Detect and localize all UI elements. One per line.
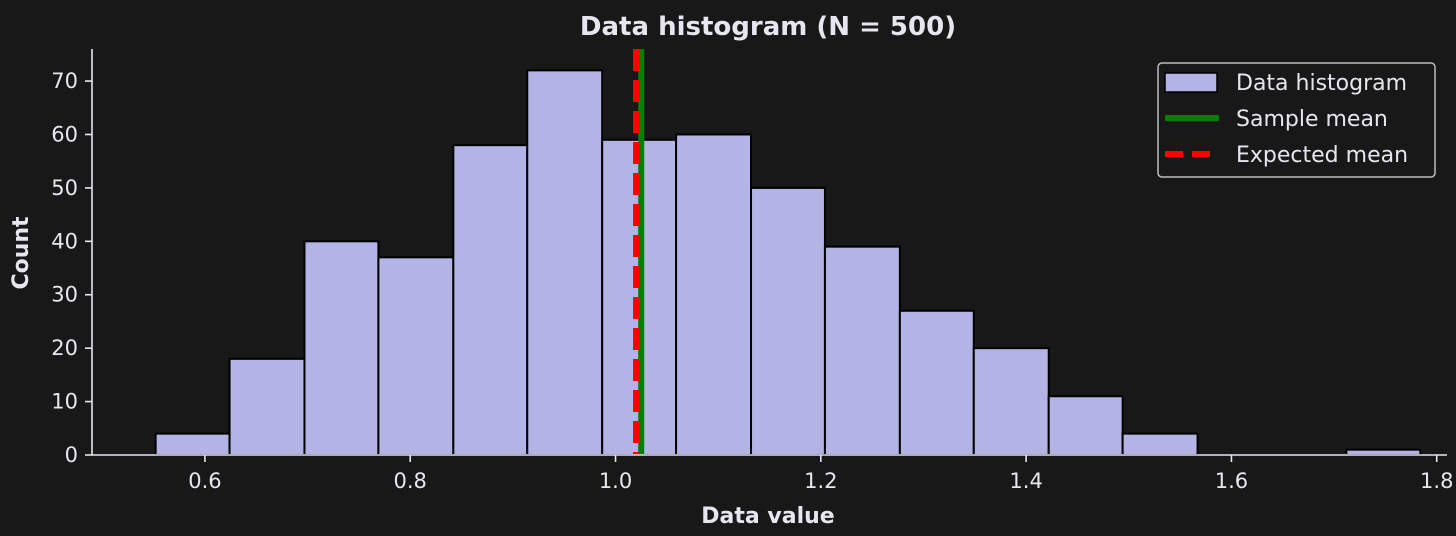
legend-label-sample-mean: Sample mean xyxy=(1236,107,1388,132)
histogram-bar-5 xyxy=(452,144,529,456)
x-tick-label: 1.2 xyxy=(804,469,837,493)
histogram-bar-8 xyxy=(675,133,753,456)
x-axis-label: Data value xyxy=(701,504,834,529)
histogram-bar-2 xyxy=(228,357,306,456)
histogram-bar-17 xyxy=(1345,448,1422,457)
histogram-bar-14 xyxy=(1121,432,1199,457)
histogram-bar-9 xyxy=(750,186,826,456)
y-tick-label: 20 xyxy=(51,336,78,360)
x-tick-label: 1.0 xyxy=(599,469,632,493)
y-tick-label: 70 xyxy=(51,69,78,93)
histogram-bar-3 xyxy=(303,240,380,456)
histogram-bar-10 xyxy=(823,245,901,456)
histogram-bar-1 xyxy=(154,432,231,457)
x-tick-label: 0.8 xyxy=(394,469,427,493)
axes-layer: 0.6 0.8 1.0 1.2 1.4 1.6 1.8 0 10 20 30 40 50 60 70 xyxy=(51,49,1453,493)
histogram-bar-4 xyxy=(377,256,455,456)
y-tick-label: 0 xyxy=(65,443,78,467)
x-tick-label: 0.6 xyxy=(188,469,221,493)
x-tick-label: 1.6 xyxy=(1215,469,1248,493)
y-axis-label: Count xyxy=(9,216,34,290)
legend: Data histogram Sample mean Expected mean xyxy=(1157,62,1436,178)
y-tick-label: 30 xyxy=(51,283,78,307)
legend-swatch-data-histogram xyxy=(1164,72,1218,93)
chart-title: Data histogram (N = 500) xyxy=(580,12,956,42)
legend-box xyxy=(1157,62,1436,178)
y-tick-label: 10 xyxy=(51,390,78,414)
histogram-bar-11 xyxy=(898,309,975,456)
y-tick-label: 40 xyxy=(51,229,78,253)
x-tick-label: 1.4 xyxy=(1009,469,1042,493)
x-tick-label: 1.8 xyxy=(1420,469,1453,493)
y-tick-label: 50 xyxy=(51,176,78,200)
histogram-bar-6 xyxy=(526,69,604,457)
histogram-bar-12 xyxy=(972,347,1050,456)
legend-label-data-histogram: Data histogram xyxy=(1236,71,1407,96)
bars-layer xyxy=(154,69,1422,457)
histogram-bar-13 xyxy=(1047,395,1124,457)
legend-label-expected-mean: Expected mean xyxy=(1236,143,1408,168)
mean-lines-layer xyxy=(633,49,645,455)
y-tick-label: 60 xyxy=(51,122,78,146)
